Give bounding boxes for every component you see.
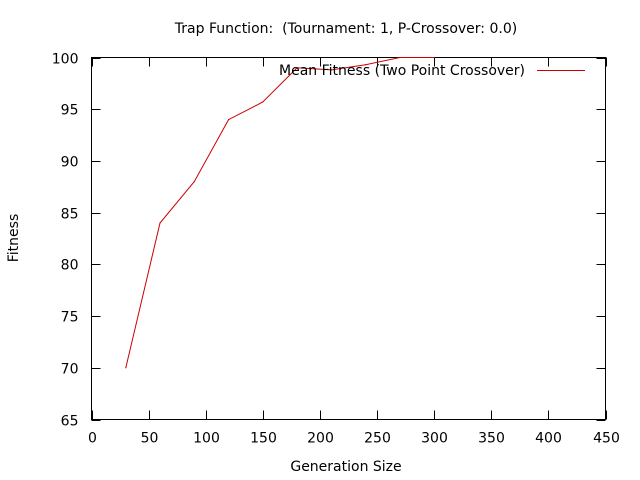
y-tick-label-70: 70	[61, 362, 79, 378]
y-tick-label-80: 80	[61, 258, 79, 274]
y-tick-label-100: 100	[52, 52, 79, 68]
data-point-0-0	[125, 367, 127, 369]
x-tick-label-400: 400	[535, 431, 562, 447]
data-point-0-5	[296, 67, 298, 69]
x-tick-label-100: 100	[193, 431, 220, 447]
x-tick-label-450: 450	[593, 431, 620, 447]
series-line-0	[125, 57, 435, 368]
x-tick-label-0: 0	[88, 431, 97, 447]
data-point-0-1	[159, 222, 161, 224]
x-tick-label-350: 350	[478, 431, 505, 447]
y-tick-label-85: 85	[61, 207, 79, 223]
y-axis-label: Fitness	[6, 214, 22, 263]
x-axis-label: Generation Size	[290, 459, 401, 475]
x-tick-label-50: 50	[141, 431, 159, 447]
data-point-0-8	[399, 56, 401, 59]
data-point-0-3	[228, 119, 230, 121]
plot-area	[91, 57, 606, 420]
data-point-0-6	[330, 69, 332, 71]
y-tick-label-90: 90	[61, 155, 79, 171]
y-tick-label-65: 65	[61, 414, 79, 430]
legend-label: Mean Fitness (Two Point Crossover)	[279, 63, 525, 79]
data-point-0-4	[262, 101, 264, 103]
x-tick-label-300: 300	[421, 431, 448, 447]
x-tick-label-250: 250	[364, 431, 391, 447]
series-layer	[125, 56, 435, 369]
legend: Mean Fitness (Two Point Crossover)	[279, 63, 585, 79]
data-point-0-2	[193, 181, 195, 183]
data-point-0-7	[365, 64, 367, 66]
y-tick-label-75: 75	[61, 310, 79, 326]
chart-title: Trap Function: (Tournament: 1, P-Crossov…	[174, 21, 517, 37]
x-tick-label-200: 200	[307, 431, 334, 447]
x-tick-label-150: 150	[250, 431, 277, 447]
data-point-0-9	[433, 56, 435, 59]
x-axis: 0 50 100 150 200 250 300 350 400 450	[88, 57, 620, 447]
y-tick-label-95: 95	[61, 103, 79, 119]
y-axis: 65 70 75 80 85 90 95 100	[52, 52, 606, 430]
